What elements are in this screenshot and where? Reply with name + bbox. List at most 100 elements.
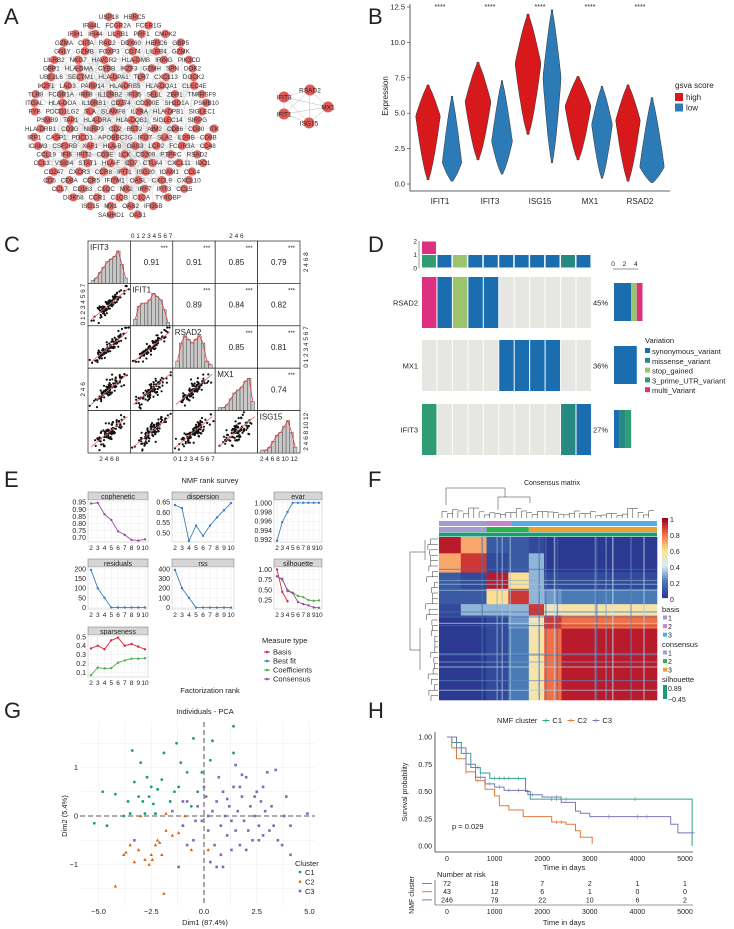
side-bar-synonymous_variant (614, 346, 637, 384)
node-label: XAF1 (82, 143, 98, 150)
scatter-point (224, 442, 227, 445)
x-tick-label: 2 (89, 612, 93, 619)
x-tick-label: 4000 (630, 856, 646, 863)
node-label: IDO1 (196, 160, 211, 167)
scatter-point (99, 389, 102, 392)
scatter-point (156, 390, 159, 394)
top-bar-synonymous_variant (530, 255, 545, 268)
point-Best fit (201, 606, 205, 609)
risk-x-tick-label: 3000 (582, 909, 598, 916)
correlation-value: 0.91 (144, 258, 160, 267)
y-tick-label: 10.0 (390, 38, 405, 47)
x-tick-label: 4 (187, 612, 191, 619)
colorbar-segment (662, 544, 668, 547)
histogram-bar (140, 302, 145, 326)
point-C1 (177, 785, 181, 789)
significance-label: *** (288, 246, 296, 252)
risk-count: 6 (540, 889, 544, 896)
y-tick-label: 0.25 (258, 598, 272, 605)
node-circle (120, 150, 129, 159)
mutation-cell-multi_Variant (422, 277, 437, 328)
y-tick-label: 0.00 (418, 844, 432, 851)
network-edge (308, 89, 311, 124)
network-edge (41, 137, 83, 164)
node-circle (152, 38, 161, 47)
scatter-point (183, 404, 186, 407)
node-label: ZBP1 (167, 91, 183, 98)
node-circle (278, 91, 290, 103)
node-circle (133, 210, 142, 219)
scatter-point (209, 413, 212, 416)
y-tick-label: 0.50 (418, 789, 432, 796)
scatter-point (145, 342, 148, 346)
node-label: RSAD2 (187, 152, 208, 159)
scatter-point (247, 424, 250, 428)
network-edge (147, 34, 166, 104)
network-edge (69, 16, 109, 181)
x-tick-label: 8 (130, 612, 134, 619)
scatter-point (238, 422, 241, 425)
scatter-point (95, 406, 99, 409)
y-tick-label: 0.0 (395, 180, 405, 189)
colorbar-segment (662, 572, 668, 575)
point-Consensus (291, 591, 294, 595)
point-Basis (137, 645, 140, 648)
point-Basis (275, 568, 279, 571)
scatter-point (94, 439, 97, 442)
scatter-point (155, 431, 158, 434)
x-tick-label: 7 (301, 612, 305, 619)
correlation-value: 0.81 (271, 343, 287, 352)
x-tick-label: 9 (222, 612, 226, 619)
y-tick-label: 1.000 (254, 500, 272, 507)
x-tick-label: 2 (173, 612, 177, 619)
scatter-point (207, 373, 210, 376)
node-label: IL10RB1 (82, 100, 107, 107)
gene-label: IFIT1 (132, 285, 151, 294)
point-Best fit (201, 534, 205, 538)
node-label: OAS2 (122, 203, 139, 210)
node-circle (30, 98, 39, 108)
point-Consensus (103, 513, 106, 516)
scatter-point (192, 396, 195, 399)
fit-line (90, 331, 128, 363)
scatter-point (109, 435, 112, 439)
point-C3 (232, 785, 235, 789)
panel-label-c: C (4, 232, 20, 257)
matrix-cell (172, 410, 216, 454)
scatter-point (120, 385, 123, 388)
scatter-point (127, 326, 130, 329)
node-label: CD74 (125, 48, 142, 55)
node-circle (110, 176, 120, 185)
correlation-value: 0.74 (271, 385, 287, 394)
scatter-point (98, 305, 101, 308)
facet-rss: rss 400 300 200 100 02 3 4 5 6 7 8 9 10 (158, 558, 235, 619)
point-C2 (113, 884, 118, 888)
scatter-point (119, 414, 123, 417)
y-tick-label: 0.75 (258, 577, 272, 584)
node-circle (126, 38, 135, 47)
point-C1 (137, 795, 140, 798)
x-tick-label: 6 (116, 612, 120, 619)
point-C3 (230, 819, 233, 823)
y-tick-label: 0.994 (254, 528, 272, 535)
mutation-cell-stop_gained (452, 277, 468, 328)
x-tick-label: RSAD2 (627, 197, 654, 206)
node-label: CD247 (44, 169, 64, 176)
point-C3 (242, 819, 246, 823)
node-circle (140, 133, 149, 142)
point-C2 (136, 848, 141, 852)
node-circle (104, 12, 114, 21)
point-Best fit (229, 606, 233, 609)
network-edge (41, 137, 187, 164)
point-Best fit (296, 501, 300, 504)
colorbar-segment (662, 548, 668, 551)
heatmap-stripe (439, 589, 657, 591)
colorbar-segment (662, 562, 668, 565)
gene-label: MX1 (403, 362, 418, 371)
y-tick-label: 0.998 (254, 510, 272, 517)
scatter-point (113, 336, 116, 339)
scatter-point (108, 299, 111, 302)
point-C3 (253, 814, 256, 818)
scatter-point (233, 436, 236, 439)
node-label: FCGR1A (48, 91, 74, 98)
